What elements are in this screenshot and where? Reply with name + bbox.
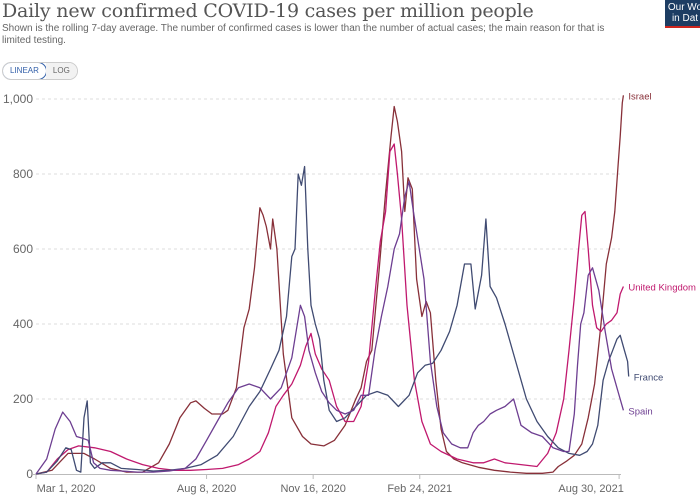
chart-title: Daily new confirmed COVID-19 cases per m… — [2, 0, 534, 22]
y-tick-label: 800 — [13, 167, 33, 181]
series-line-israel — [35, 95, 625, 475]
series-label-united-kingdom: United Kingdom — [628, 283, 696, 294]
scale-toggle: LINEAR LOG — [2, 62, 78, 80]
x-axis: Mar 1, 2020 Aug 8, 2020 Nov 16, 2020 Feb 24… — [33, 474, 624, 495]
owid-logo[interactable]: Our Wo in Dat — [665, 0, 700, 28]
x-tick-label: Mar 1, 2020 — [37, 483, 96, 495]
logo-line-1: Our Wo — [667, 2, 700, 13]
log-scale-button[interactable]: LOG — [45, 63, 77, 79]
series-label-france: France — [634, 373, 664, 384]
series-label-spain: Spain — [628, 406, 652, 417]
series-line-united-kingdom — [35, 143, 624, 475]
y-tick-label: 200 — [13, 392, 33, 406]
chart-subtitle: Shown is the rolling 7-day average. The … — [2, 23, 605, 46]
x-tick-label: Feb 24, 2021 — [387, 483, 452, 495]
series-line-spain — [35, 180, 625, 475]
y-axis: 0 200 400 600 800 1,000 — [3, 92, 33, 481]
series-line-france — [35, 165, 630, 475]
y-tick-label: 600 — [13, 242, 33, 256]
y-tick-label: 400 — [13, 317, 33, 331]
x-tick-label: Aug 8, 2020 — [177, 483, 236, 495]
series-label-israel: Israel — [628, 91, 651, 102]
x-tick-label: Aug 30, 2021 — [558, 483, 623, 495]
logo-line-2: in Dat — [671, 13, 699, 24]
x-tick-label: Nov 16, 2020 — [280, 483, 345, 495]
y-tick-label: 1,000 — [3, 92, 33, 106]
series-lines — [35, 95, 630, 475]
y-tick-label: 0 — [26, 467, 33, 481]
series-labels: Israel United Kingdom France Spain — [628, 91, 696, 417]
gridlines — [36, 98, 620, 400]
